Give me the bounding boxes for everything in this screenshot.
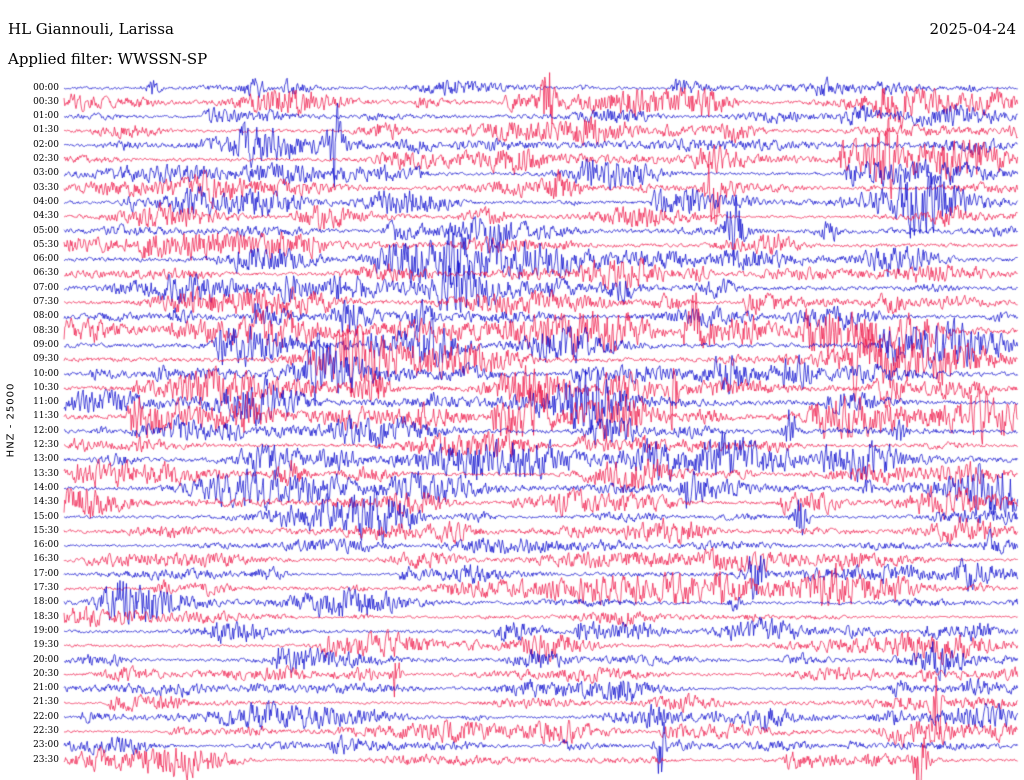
seismogram-traces-canvas [0, 0, 1024, 780]
